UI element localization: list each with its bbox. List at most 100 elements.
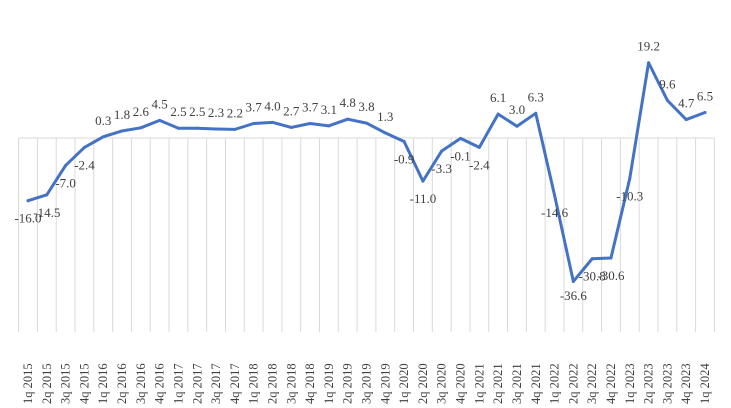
data-point — [496, 112, 500, 116]
data-label: -30.8 — [579, 269, 606, 284]
data-point — [45, 193, 49, 197]
data-label: 3.0 — [509, 102, 525, 117]
data-label: 6.1 — [490, 90, 506, 105]
data-point — [684, 118, 688, 122]
x-tick-label: 1q 2021 — [472, 363, 486, 404]
data-point — [64, 163, 68, 167]
x-tick-label: 4q 2021 — [529, 363, 543, 404]
data-label: 9.6 — [659, 76, 676, 91]
data-point — [534, 111, 538, 115]
x-tick-label: 2q 2022 — [566, 363, 580, 404]
data-label: 4.5 — [152, 96, 168, 111]
data-point — [158, 118, 162, 122]
data-label: 3.8 — [358, 99, 374, 114]
data-point — [459, 136, 463, 140]
x-tick-label: 2q 2021 — [491, 363, 505, 404]
data-label: -16.0 — [14, 211, 41, 226]
data-point — [308, 122, 312, 125]
data-label: 2.3 — [208, 105, 224, 120]
data-label: 1.8 — [114, 107, 130, 122]
data-label: 2.6 — [133, 104, 150, 119]
x-tick-label: 3q 2021 — [510, 363, 524, 404]
x-tick-label: 2q 2019 — [341, 363, 355, 404]
data-label: 3.1 — [321, 102, 337, 117]
data-point — [590, 257, 594, 261]
data-point — [553, 193, 557, 197]
data-point — [101, 135, 105, 139]
data-label: 1.3 — [377, 109, 393, 124]
x-tick-label: 4q 2022 — [604, 363, 618, 404]
x-tick-label: 1q 2015 — [21, 363, 35, 404]
data-label: 2.2 — [227, 105, 243, 120]
x-tick-label: 2q 2023 — [642, 363, 656, 404]
x-tick-label: 2q 2018 — [265, 363, 279, 404]
data-labels: -16.0-14.5-7.0-2.40.3 1.8 2.6 4.52.5 2.5 2.3 2… — [14, 39, 713, 303]
data-point — [365, 121, 368, 125]
x-tick-label: 3q 2018 — [284, 363, 298, 404]
x-tick-label: 1q 2019 — [322, 363, 336, 404]
x-tick-label: 1q 2016 — [96, 363, 110, 404]
x-tick-label: 3q 2020 — [435, 363, 449, 404]
data-point — [402, 140, 406, 144]
data-point — [421, 179, 425, 183]
data-label: -11.0 — [410, 191, 437, 206]
data-point — [270, 120, 274, 124]
data-point — [665, 98, 669, 102]
data-point — [609, 256, 613, 260]
x-tick-label: 2q 2016 — [115, 363, 129, 404]
x-tick-label: 2q 2015 — [40, 363, 54, 404]
data-point — [252, 122, 256, 125]
data-label: 2.7 — [283, 103, 300, 118]
x-tick-label: 2q 2020 — [416, 363, 430, 404]
x-tick-label: 3q 2015 — [59, 363, 73, 404]
x-tick-label: 1q 2023 — [623, 363, 637, 404]
x-tick-label: 1q 2024 — [698, 363, 712, 404]
data-point — [477, 145, 481, 149]
data-point — [440, 149, 444, 153]
data-point — [383, 131, 387, 135]
data-label: -7.0 — [55, 175, 76, 190]
series-line — [26, 61, 707, 283]
x-tick-label: 1q 2022 — [548, 363, 562, 404]
data-point — [82, 145, 86, 149]
x-tick-label: 4q 2019 — [378, 363, 392, 404]
data-point — [515, 124, 519, 128]
data-label: 2.5 — [170, 104, 186, 119]
x-tick-label: 3q 2019 — [360, 363, 374, 404]
data-label: 3.7 — [246, 100, 263, 115]
data-point — [289, 125, 293, 129]
x-tick-label: 1q 2020 — [397, 363, 411, 404]
data-label: -10.3 — [616, 188, 643, 203]
x-tick-label: 3q 2016 — [134, 363, 148, 404]
data-label: -2.4 — [469, 157, 490, 172]
x-tick-label: 4q 2023 — [679, 363, 693, 404]
x-axis-tick-labels: 1q 2015 2q 2015 3q 2015 4q 2015 1q 2016 2q 20… — [21, 363, 712, 404]
data-point — [214, 127, 218, 131]
data-point — [571, 279, 575, 283]
data-point — [176, 126, 180, 130]
data-point — [195, 126, 199, 130]
data-label: -14.6 — [541, 205, 569, 220]
data-point — [120, 129, 124, 133]
x-tick-label: 3q 2022 — [585, 363, 599, 404]
x-tick-label: 2q 2017 — [190, 363, 204, 404]
data-label: 6.5 — [697, 89, 713, 104]
data-label: -30.6 — [597, 268, 625, 283]
x-tick-label: 4q 2017 — [228, 363, 242, 404]
data-label: 2.5 — [189, 104, 205, 119]
data-label: 3.7 — [302, 100, 319, 115]
data-label: -3.3 — [431, 161, 452, 176]
data-point — [628, 176, 632, 180]
data-point — [647, 61, 651, 65]
data-label: 4.0 — [264, 98, 280, 113]
data-point — [703, 111, 707, 115]
data-label: 4.8 — [340, 95, 356, 110]
data-label: 19.2 — [637, 39, 660, 54]
data-label: -0.9 — [394, 152, 415, 167]
data-point — [233, 127, 237, 131]
x-tick-label: 1q 2017 — [171, 363, 185, 404]
x-tick-label: 3q 2023 — [660, 363, 674, 404]
data-label: 4.7 — [678, 96, 695, 111]
data-label: -36.6 — [560, 288, 588, 303]
